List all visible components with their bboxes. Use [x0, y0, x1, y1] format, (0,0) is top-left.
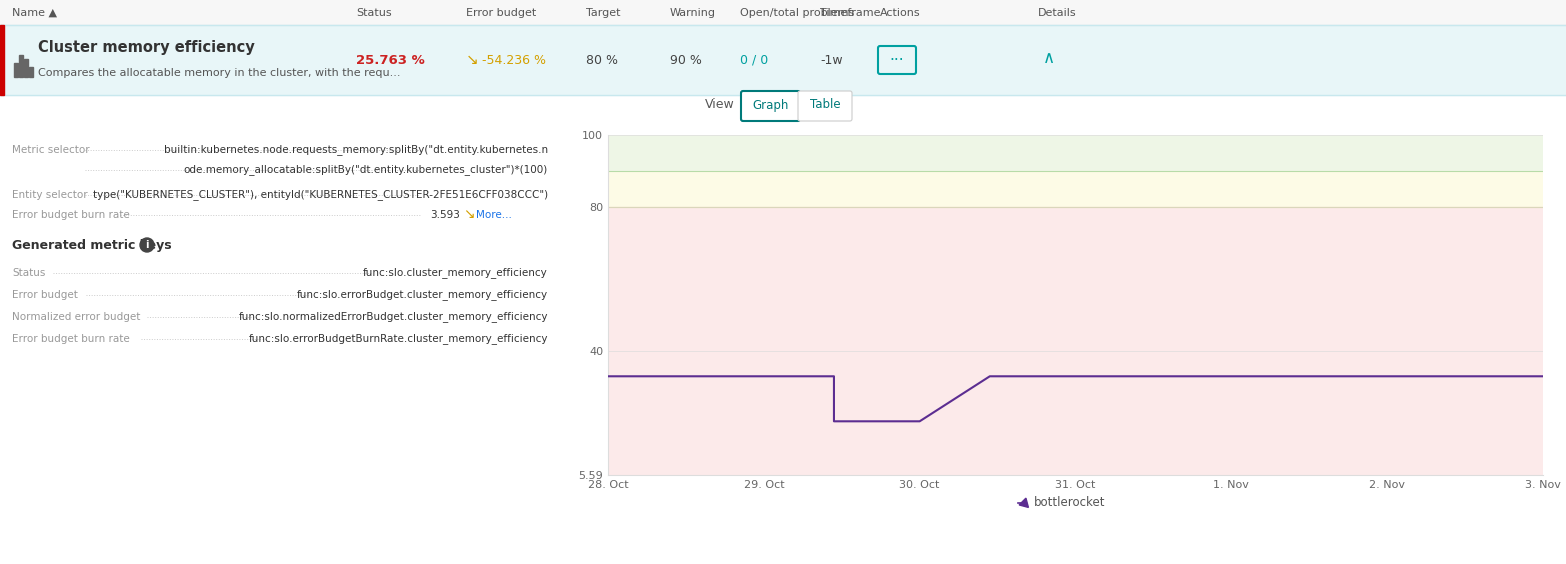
FancyBboxPatch shape	[741, 91, 800, 121]
Text: i: i	[146, 240, 149, 250]
Bar	[608, 171, 1543, 207]
Text: Details: Details	[1038, 7, 1077, 17]
Text: Table: Table	[810, 99, 841, 112]
Circle shape	[139, 238, 153, 252]
Text: builtin:kubernetes.node.requests_memory:splitBy("dt.entity.kubernetes.n: builtin:kubernetes.node.requests_memory:…	[164, 144, 548, 156]
Text: Metric selector: Metric selector	[13, 145, 89, 155]
Text: func:slo.errorBudget.cluster_memory_efficiency: func:slo.errorBudget.cluster_memory_effi…	[298, 289, 548, 301]
Bar	[23, 59, 28, 77]
Bar	[0, 25, 5, 95]
Text: Compares the allocatable memory in the cluster, with the requ...: Compares the allocatable memory in the c…	[38, 68, 401, 78]
Text: More...: More...	[476, 210, 512, 220]
Text: bottlerocket: bottlerocket	[1034, 496, 1106, 509]
Text: ∧: ∧	[1043, 49, 1055, 67]
Text: Timeframe: Timeframe	[821, 7, 880, 17]
Bar	[0, 25, 1566, 95]
Text: ···: ···	[889, 52, 904, 68]
Bar	[608, 135, 1543, 171]
Text: -54.236 %: -54.236 %	[482, 54, 547, 67]
Text: Warning: Warning	[670, 7, 716, 17]
Text: 25.763 %: 25.763 %	[355, 54, 424, 67]
Bar	[0, 0, 1566, 25]
Bar	[14, 63, 17, 77]
Text: 3.593: 3.593	[431, 210, 460, 220]
Text: Target: Target	[586, 7, 620, 17]
Text: Entity selector: Entity selector	[13, 190, 88, 200]
Text: 80 %: 80 %	[586, 54, 619, 67]
Text: type("KUBERNETES_CLUSTER"), entityId("KUBERNETES_CLUSTER-2FE51E6CFF038CCC"): type("KUBERNETES_CLUSTER"), entityId("KU…	[92, 190, 548, 200]
Text: func:slo.normalizedErrorBudget.cluster_memory_efficiency: func:slo.normalizedErrorBudget.cluster_m…	[238, 311, 548, 323]
FancyBboxPatch shape	[879, 46, 916, 74]
Text: Open/total problems: Open/total problems	[741, 7, 853, 17]
Text: Error budget burn rate: Error budget burn rate	[13, 334, 130, 344]
Text: Error budget: Error budget	[467, 7, 536, 17]
Bar	[19, 55, 23, 77]
Text: func:slo.cluster_memory_efficiency: func:slo.cluster_memory_efficiency	[363, 267, 548, 279]
Text: ode.memory_allocatable:splitBy("dt.entity.kubernetes_cluster")*(100): ode.memory_allocatable:splitBy("dt.entit…	[183, 165, 548, 175]
Text: 0 / 0: 0 / 0	[741, 54, 769, 67]
Text: Error budget: Error budget	[13, 290, 78, 300]
FancyBboxPatch shape	[799, 91, 852, 121]
Text: Generated metric keys: Generated metric keys	[13, 239, 172, 252]
Text: Normalized error budget: Normalized error budget	[13, 312, 141, 322]
Text: View: View	[705, 99, 734, 112]
Text: Cluster memory efficiency: Cluster memory efficiency	[38, 40, 255, 55]
Text: ↘: ↘	[467, 51, 479, 67]
Text: func:slo.errorBudgetBurnRate.cluster_memory_efficiency: func:slo.errorBudgetBurnRate.cluster_mem…	[249, 333, 548, 345]
Text: Graph: Graph	[752, 99, 789, 112]
Text: Name ▲: Name ▲	[13, 7, 56, 17]
Text: Error budget burn rate: Error budget burn rate	[13, 210, 130, 220]
Text: Status: Status	[13, 268, 45, 278]
Text: Status: Status	[355, 7, 392, 17]
Bar	[608, 207, 1543, 475]
Text: ↘: ↘	[464, 207, 474, 221]
Text: Actions: Actions	[880, 7, 921, 17]
Text: -1w: -1w	[821, 54, 843, 67]
Text: 90 %: 90 %	[670, 54, 702, 67]
Bar	[30, 67, 33, 77]
